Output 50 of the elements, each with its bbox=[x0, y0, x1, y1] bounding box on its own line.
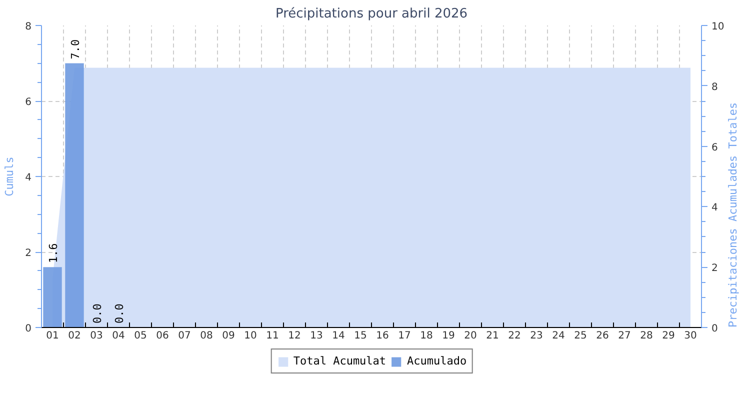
y-tick-label: 2 bbox=[25, 248, 32, 259]
data-label: 0.0 bbox=[113, 304, 126, 324]
x-tick-label: 18 bbox=[420, 330, 433, 342]
x-tick-label: 25 bbox=[574, 330, 587, 342]
x-tick-label: 29 bbox=[662, 330, 675, 342]
x-tick-label: 03 bbox=[90, 330, 103, 342]
x-tick-label: 26 bbox=[596, 330, 609, 342]
y-axis-title: Cumuls bbox=[3, 156, 16, 196]
y2-tick-label: 8 bbox=[712, 82, 718, 93]
x-tick-label: 11 bbox=[266, 330, 279, 342]
x-tick-label: 09 bbox=[222, 330, 235, 342]
y2-tick-label: 10 bbox=[712, 22, 724, 32]
y2-tick-label: 6 bbox=[712, 142, 718, 154]
x-tick-label: 22 bbox=[508, 330, 521, 342]
data-label: 0.0 bbox=[91, 304, 104, 324]
x-tick-label: 12 bbox=[288, 330, 301, 342]
y2-tick-label: 2 bbox=[712, 263, 718, 274]
y2-tick-label: 4 bbox=[712, 202, 718, 214]
x-tick-label: 13 bbox=[310, 330, 323, 342]
x-tick-label: 17 bbox=[398, 330, 411, 342]
x-tick-label: 23 bbox=[530, 330, 543, 342]
y-tick-label: 8 bbox=[25, 22, 32, 32]
x-tick-label: 14 bbox=[332, 330, 345, 342]
x-tick-label: 06 bbox=[156, 330, 169, 342]
x-tick-label: 16 bbox=[376, 330, 389, 342]
x-tick-label: 05 bbox=[134, 330, 147, 342]
data-label: 7.0 bbox=[69, 39, 82, 60]
x-tick-label: 28 bbox=[640, 330, 653, 342]
x-tick-label: 02 bbox=[68, 330, 81, 342]
x-tick-label: 08 bbox=[200, 330, 213, 342]
x-tick-label: 04 bbox=[112, 330, 125, 342]
data-label: 1.6 bbox=[47, 243, 60, 264]
x-tick-label: 10 bbox=[244, 330, 257, 342]
y2-tick-label: 0 bbox=[712, 324, 718, 334]
y-tick-label: 0 bbox=[25, 324, 32, 334]
legend-label: Acumulado bbox=[407, 354, 467, 368]
x-tick-label: 21 bbox=[486, 330, 499, 342]
x-tick-label: 30 bbox=[684, 330, 697, 342]
x-tick-label: 15 bbox=[354, 330, 367, 342]
x-tick-label: 24 bbox=[552, 330, 565, 342]
x-tick-label: 20 bbox=[464, 330, 477, 342]
chart-title: Précipitations pour abril 2026 bbox=[275, 6, 468, 22]
y2-axis-title: Precipitaciones Acumulades Totales bbox=[726, 102, 740, 328]
y-tick-label: 4 bbox=[25, 172, 32, 184]
x-tick-label: 19 bbox=[442, 330, 455, 342]
y-tick-label: 6 bbox=[25, 97, 32, 108]
x-tick-label: 27 bbox=[618, 330, 631, 342]
legend-label: Total Acumulat bbox=[293, 354, 386, 368]
x-tick-label: 01 bbox=[46, 330, 59, 342]
x-tick-label: 07 bbox=[178, 330, 191, 342]
